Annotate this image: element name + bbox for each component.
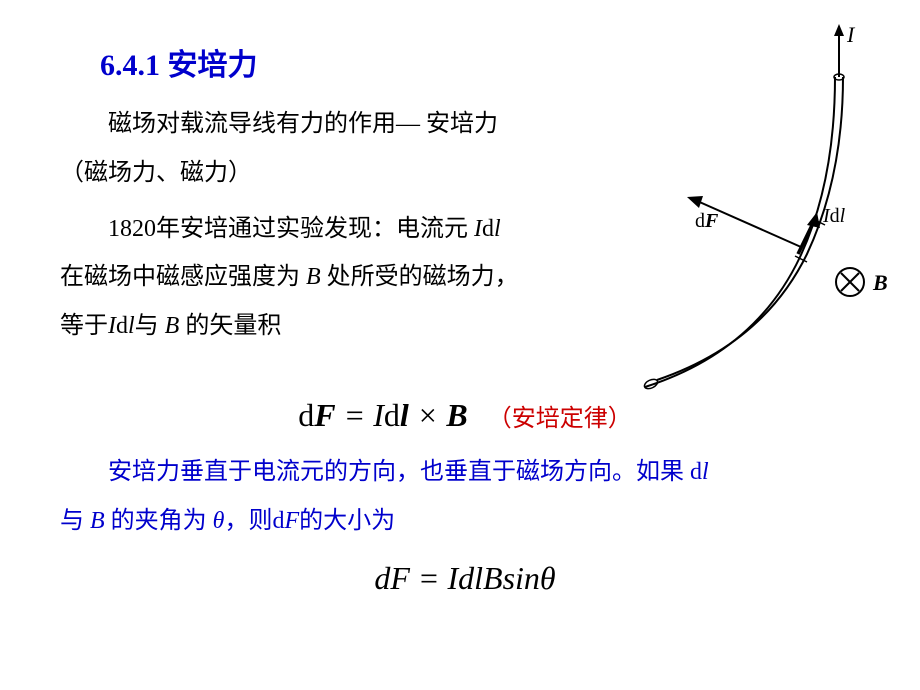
- formula1-times: ×: [417, 397, 447, 433]
- label-I: I: [846, 22, 856, 47]
- para2-B2: B: [165, 313, 180, 339]
- formula1-eq: =: [344, 397, 374, 433]
- df-arrow-head: [687, 196, 703, 208]
- formula2-theta: θ: [540, 560, 556, 596]
- para2-text-1a: 1820年安培通过实验发现：电流元: [108, 216, 474, 242]
- formula1-Idl: Idl: [373, 397, 409, 433]
- paragraph-1: 磁场对载流导线有力的作用— 安培力 （磁场力、磁力）: [60, 104, 580, 194]
- blue-text-d: ，则: [224, 508, 272, 534]
- label-dF: dF: [695, 210, 719, 232]
- paragraph-2: 1820年安培通过实验发现：电流元 Idl 在磁场中磁感应强度为 B 处所受的磁…: [60, 209, 580, 347]
- blue-theta: θ: [213, 508, 225, 534]
- wire-diagram: I Idl dF B: [545, 22, 895, 402]
- section-number: 6.4.1: [100, 49, 160, 82]
- section-title-text: 安培力: [168, 49, 258, 82]
- formula2-IdlB: IdlB: [447, 560, 502, 596]
- blue-text-e: 的大小为: [299, 508, 395, 534]
- formula1-B: B: [446, 397, 467, 433]
- blue-text-b: 与: [60, 508, 90, 534]
- para2-line2: 在磁场中磁感应强度为 B 处所受的磁场力，: [60, 257, 580, 298]
- formula-2: dF = IdlBsinθ: [60, 560, 870, 597]
- label-Idl: Idl: [822, 205, 846, 227]
- current-arrow-head: [834, 24, 844, 36]
- formula2-sin: sin: [503, 560, 540, 596]
- para2-text-2a: 在磁场中磁感应强度为: [60, 264, 306, 290]
- formula2-F: F: [390, 560, 410, 596]
- label-B: B: [872, 270, 888, 295]
- blue-dl: dl: [690, 459, 709, 485]
- formula-1: dF = Idl × B （安培定律）: [60, 397, 870, 434]
- para2-text-3a: 等于: [60, 313, 108, 339]
- blue-B: B: [90, 508, 105, 534]
- para2-text-3c: 的矢量积: [179, 313, 281, 339]
- blue-line1: 安培力垂直于电流元的方向，也垂直于磁场方向。如果 dl: [60, 452, 870, 493]
- para2-text-3b: 与: [135, 313, 165, 339]
- idl-arrow-head: [807, 212, 820, 228]
- para2-B: B: [306, 264, 321, 290]
- blue-text-c: 的夹角为: [105, 508, 213, 534]
- blue-text-a: 安培力垂直于电流元的方向，也垂直于磁场方向。如果: [108, 459, 690, 485]
- formula1-F: F: [314, 397, 335, 433]
- para2-text-2b: 处所受的磁场力，: [321, 264, 519, 290]
- para2-line3: 等于Idl与 B 的矢量积: [60, 306, 580, 347]
- blue-line2: 与 B 的夹角为 θ，则dF的大小为: [60, 501, 870, 542]
- para2-line1: 1820年安培通过实验发现：电流元 Idl: [60, 209, 580, 250]
- para1-line1: 磁场对载流导线有力的作用— 安培力: [60, 104, 580, 145]
- formula1-label: （安培定律）: [488, 406, 632, 432]
- wire-outer-2: [657, 77, 843, 380]
- para1-line2: （磁场力、磁力）: [60, 153, 580, 194]
- para2-idl2: Idl: [108, 313, 135, 339]
- formula2-eq: =: [418, 560, 448, 596]
- blue-dF: dF: [272, 508, 299, 534]
- wire-outer-1: [645, 77, 835, 387]
- para2-idl: Idl: [474, 216, 501, 242]
- blue-paragraph: 安培力垂直于电流元的方向，也垂直于磁场方向。如果 dl 与 B 的夹角为 θ，则…: [60, 452, 870, 542]
